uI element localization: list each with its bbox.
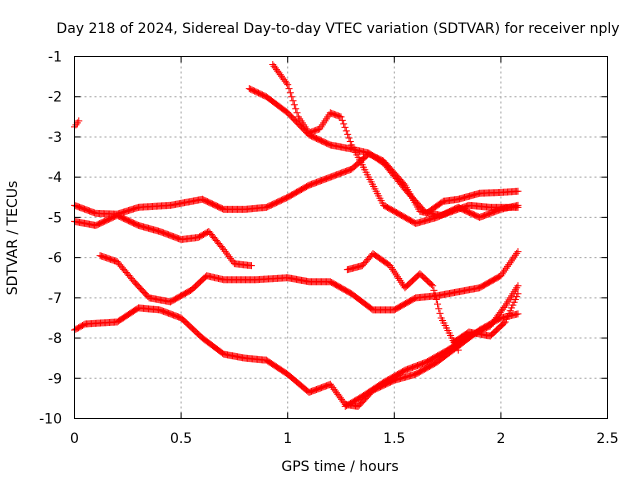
y-tick-label: -6 — [48, 251, 62, 267]
data-point — [342, 127, 350, 135]
data-point — [225, 253, 233, 261]
y-axis-title: SDTVAR / TECUs — [5, 181, 21, 296]
data-point — [454, 346, 462, 354]
data-point — [431, 291, 439, 299]
data-point — [224, 251, 232, 259]
y-tick-label: -2 — [48, 90, 62, 106]
data-point — [430, 286, 438, 294]
series-sat-f — [245, 85, 522, 217]
data-point — [226, 254, 234, 262]
x-tick-labels: 0 0.5 1 1.5 2 2.5 — [70, 431, 619, 447]
data-point — [284, 81, 292, 89]
data-point — [435, 305, 443, 313]
grid-lines — [74, 56, 608, 419]
series-sat-b — [71, 150, 522, 219]
data-point — [338, 116, 346, 124]
y-tick-labels: -1 -2 -3 -4 -5 -6 -7 -8 -9 -10 — [39, 50, 62, 428]
y-tick-label: -1 — [48, 50, 62, 66]
data-point — [228, 256, 236, 264]
x-tick-label: 2 — [496, 431, 505, 447]
data-point — [434, 300, 442, 308]
y-tick-label: -7 — [48, 291, 62, 307]
data-point — [427, 281, 435, 289]
data-point — [247, 262, 255, 270]
series-sat-a — [71, 117, 83, 131]
data-point — [340, 120, 348, 128]
data-point — [432, 296, 440, 304]
y-tick-label: -8 — [48, 331, 62, 347]
data-point — [346, 137, 354, 145]
data-point — [500, 304, 508, 312]
plot-frame — [74, 56, 608, 419]
data-point — [220, 246, 228, 254]
data-point — [344, 130, 352, 138]
data-point — [500, 319, 508, 327]
data-point — [436, 309, 444, 317]
y-tick-label: -5 — [48, 210, 62, 226]
data-point — [293, 109, 301, 117]
x-tick-label: 1 — [283, 431, 292, 447]
data-point — [222, 249, 230, 257]
series-sat-h — [343, 250, 462, 354]
data-point — [345, 134, 353, 142]
data-point — [285, 85, 293, 93]
data-point — [514, 282, 522, 290]
chart-title: Day 218 of 2024, Sidereal Day-to-day VTE… — [56, 21, 619, 37]
data-point — [282, 79, 290, 87]
axis-ticks — [74, 56, 608, 419]
series-sat-d — [71, 304, 522, 410]
series-sat-g — [269, 61, 522, 227]
x-tick-label: 0 — [70, 431, 79, 447]
y-tick-label: -9 — [48, 371, 62, 387]
x-tick-label: 0.5 — [170, 431, 192, 447]
data-point — [289, 97, 297, 105]
y-tick-label: -4 — [48, 170, 62, 186]
data-point — [286, 89, 294, 97]
series-sat-i — [341, 282, 522, 410]
data-point — [514, 290, 522, 298]
series-sat-c — [71, 211, 255, 270]
data-point — [336, 112, 344, 120]
data-point — [514, 187, 522, 195]
data-point — [75, 117, 83, 125]
x-tick-label: 2.5 — [596, 431, 618, 447]
y-tick-label: -10 — [39, 412, 62, 428]
data-point — [292, 105, 300, 113]
data-point — [290, 101, 298, 109]
data-series — [71, 61, 522, 410]
data-point — [514, 201, 522, 209]
data-point — [514, 310, 522, 318]
data-point — [429, 282, 437, 290]
series-sat-j — [450, 290, 522, 346]
x-tick-label: 1.5 — [383, 431, 405, 447]
series-sat-e — [96, 248, 522, 314]
data-point — [341, 123, 349, 131]
data-point — [337, 113, 345, 121]
data-point — [221, 247, 229, 255]
y-tick-label: -3 — [48, 130, 62, 146]
data-point — [288, 93, 296, 101]
data-point — [514, 248, 522, 256]
x-axis-title: GPS time / hours — [281, 459, 398, 475]
